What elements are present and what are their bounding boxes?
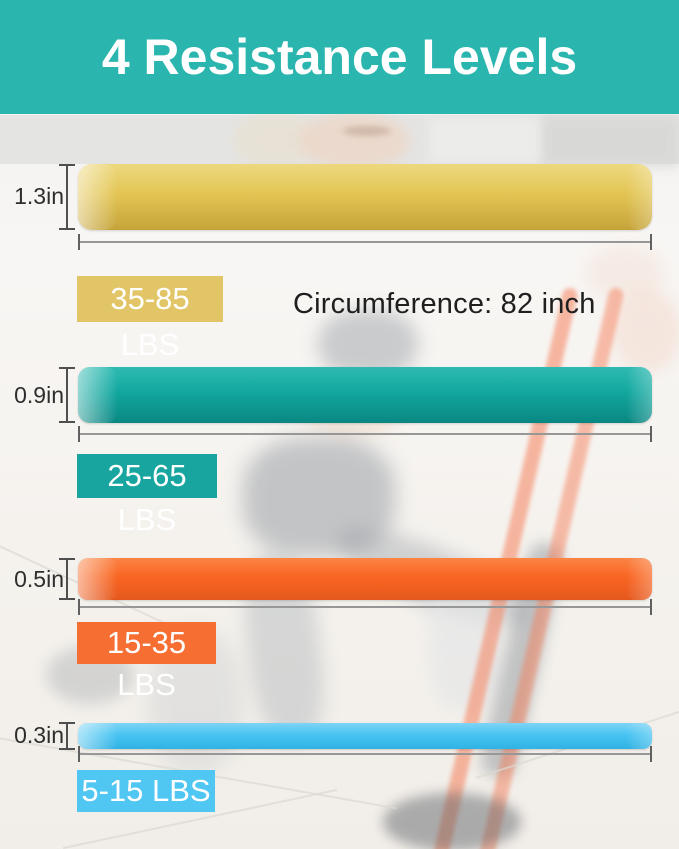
- band-width-label: 0.9in: [14, 382, 64, 408]
- blue-band: [78, 723, 652, 749]
- length-ruler-line: [78, 234, 652, 250]
- band-width-label: 0.5in: [14, 566, 64, 592]
- width-measure-bracket: [59, 722, 75, 750]
- bg-shorts: [243, 438, 395, 556]
- bg-face: [298, 112, 410, 170]
- header-banner: 4 Resistance Levels: [0, 0, 679, 114]
- band-width-label: 0.3in: [14, 722, 64, 748]
- length-ruler-line: [78, 746, 652, 762]
- orange-band: [78, 558, 652, 600]
- resistance-badge: 35-85 LBS: [77, 276, 223, 362]
- resistance-badge: 5-15 LBS: [77, 770, 215, 812]
- page-title: 4 Resistance Levels: [101, 29, 578, 85]
- length-ruler-line: [78, 426, 652, 442]
- length-ruler-line: [78, 599, 652, 615]
- bg-hand: [612, 288, 679, 373]
- teal-band: [78, 367, 652, 423]
- band-width-label: 1.3in: [14, 183, 64, 209]
- bg-shoe: [383, 793, 521, 849]
- width-measure-bracket: [59, 558, 75, 600]
- width-measure-bracket: [59, 164, 75, 230]
- bg-sports-top: [318, 310, 418, 378]
- bg-tree-shadow: [540, 115, 679, 167]
- bg-eyebrow: [343, 126, 391, 136]
- circumference-note: Circumference: 82 inch: [293, 288, 596, 320]
- yellow-band: [78, 164, 652, 230]
- resistance-badge: 25-65 LBS: [77, 454, 217, 537]
- width-measure-bracket: [59, 367, 75, 423]
- bg-light-patch: [430, 118, 540, 162]
- resistance-badge: 15-35 LBS: [77, 622, 216, 702]
